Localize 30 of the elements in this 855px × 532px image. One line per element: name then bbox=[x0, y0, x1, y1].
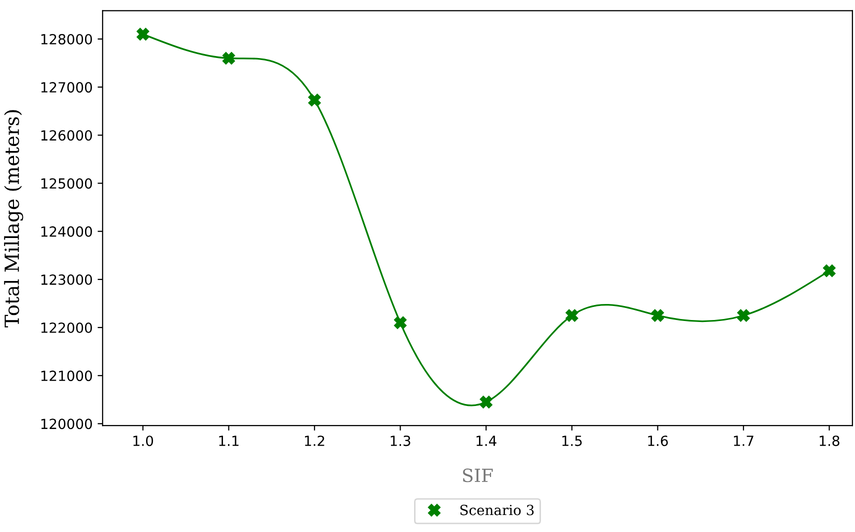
point bbox=[823, 264, 836, 278]
x-tick-label: 1.4 bbox=[476, 436, 496, 446]
y-tick-label: 122000 bbox=[41, 322, 92, 333]
x-axis-title: SIF bbox=[463, 468, 493, 482]
x-tick-label: 1.5 bbox=[562, 436, 582, 446]
y-tick-label: 126000 bbox=[41, 130, 92, 141]
y-tick-label: 124000 bbox=[41, 226, 92, 237]
x-tick-label: 1.0 bbox=[133, 436, 154, 446]
point bbox=[222, 52, 235, 64]
x-tick-label: 1.2 bbox=[304, 436, 324, 446]
point bbox=[308, 94, 321, 106]
y-tick-label: 120000 bbox=[41, 418, 92, 430]
x-tick-label: 1.1 bbox=[219, 436, 238, 446]
point bbox=[651, 309, 664, 322]
y-axis-title: Total Millage (meters) bbox=[4, 110, 24, 328]
y-tick-label: 121000 bbox=[41, 370, 92, 382]
x-tick-label: 1.8 bbox=[820, 436, 840, 446]
x-tick-label: 1.3 bbox=[390, 436, 410, 446]
point bbox=[480, 396, 492, 408]
point bbox=[394, 316, 407, 329]
y-tick-label: 127000 bbox=[41, 82, 92, 93]
x-tick-label: 1.6 bbox=[648, 436, 668, 446]
point bbox=[136, 28, 150, 40]
y-tick-label: 125000 bbox=[41, 178, 92, 189]
y-tick-label: 123000 bbox=[41, 274, 92, 285]
legend-label: Scenario 3 bbox=[460, 504, 534, 516]
point bbox=[737, 309, 750, 322]
x-tick-label: 1.7 bbox=[734, 436, 754, 446]
point bbox=[566, 309, 578, 322]
y-tick-label: 128000 bbox=[41, 34, 92, 44]
